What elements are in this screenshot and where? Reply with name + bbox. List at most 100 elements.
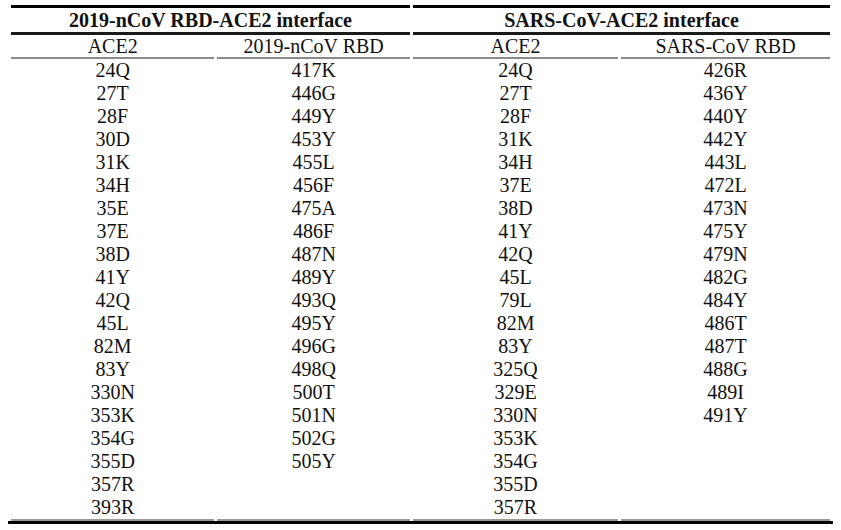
- residue-cell: 37E: [11, 220, 214, 243]
- residue-cell: 42Q: [413, 243, 618, 266]
- residue-cell: 325Q: [413, 358, 618, 381]
- table-row: 30D453Y31K442Y: [11, 128, 830, 151]
- residue-cell: 354G: [11, 427, 214, 450]
- interface-residues-table: 2019-nCoV RBD-ACE2 interface SARS-CoV-AC…: [8, 5, 833, 524]
- residue-cell: 426R: [621, 59, 830, 82]
- residue-cell: 491Y: [621, 404, 830, 427]
- residue-cell: 329E: [413, 381, 618, 404]
- table-row: 355D505Y354G: [11, 450, 830, 473]
- residue-cell: 449Y: [217, 105, 410, 128]
- residue-cell: 500T: [217, 381, 410, 404]
- table-row: 24Q417K24Q426R: [11, 59, 830, 82]
- residue-cell: 493Q: [217, 289, 410, 312]
- residue-cell: 456F: [217, 174, 410, 197]
- table-row: 357R 355D: [11, 473, 830, 496]
- table-row: 354G502G353K: [11, 427, 830, 450]
- residue-cell: 505Y: [217, 450, 410, 473]
- column-header-row: ACE2 2019-nCoV RBD ACE2 SARS-CoV RBD: [11, 35, 830, 59]
- residue-cell: 353K: [413, 427, 618, 450]
- group-header-ncov-interface: 2019-nCoV RBD-ACE2 interface: [11, 5, 410, 35]
- residue-cell: 353K: [11, 404, 214, 427]
- residue-cell: 475Y: [621, 220, 830, 243]
- residue-cell: 37E: [413, 174, 618, 197]
- table-header: 2019-nCoV RBD-ACE2 interface SARS-CoV-AC…: [11, 5, 830, 59]
- residue-cell: 473N: [621, 197, 830, 220]
- residue-cell: 31K: [11, 151, 214, 174]
- residue-cell: 45L: [413, 266, 618, 289]
- residue-cell: 355D: [413, 473, 618, 496]
- residue-cell: 488G: [621, 358, 830, 381]
- residue-cell: 455L: [217, 151, 410, 174]
- page: 2019-nCoV RBD-ACE2 interface SARS-CoV-AC…: [0, 0, 841, 530]
- residue-cell: 27T: [413, 82, 618, 105]
- residue-cell: 30D: [11, 128, 214, 151]
- residue-cell: [621, 427, 830, 450]
- residue-cell: 489Y: [217, 266, 410, 289]
- residue-cell: 24Q: [413, 59, 618, 82]
- residue-cell: 79L: [413, 289, 618, 312]
- residue-cell: 440Y: [621, 105, 830, 128]
- table-row: 83Y498Q325Q488G: [11, 358, 830, 381]
- table-row: 34H456F37E472L: [11, 174, 830, 197]
- residue-cell: 355D: [11, 450, 214, 473]
- residue-cell: 489I: [621, 381, 830, 404]
- table-row: 35E475A38D473N: [11, 197, 830, 220]
- residue-cell: 357R: [11, 473, 214, 496]
- residue-cell: 28F: [11, 105, 214, 128]
- residue-cell: 453Y: [217, 128, 410, 151]
- residue-cell: 502G: [217, 427, 410, 450]
- table-row: 37E486F41Y475Y: [11, 220, 830, 243]
- residue-cell: 24Q: [11, 59, 214, 82]
- table-row: 393R 357R: [11, 496, 830, 521]
- residue-cell: 34H: [413, 151, 618, 174]
- residue-cell: 330N: [11, 381, 214, 404]
- table-row: 27T446G27T436Y: [11, 82, 830, 105]
- residue-cell: 34H: [11, 174, 214, 197]
- residue-cell: 487N: [217, 243, 410, 266]
- residue-cell: 501N: [217, 404, 410, 427]
- residue-cell: 436Y: [621, 82, 830, 105]
- table-row: 45L495Y82M486T: [11, 312, 830, 335]
- residue-cell: 38D: [11, 243, 214, 266]
- column-header-sars-rbd: SARS-CoV RBD: [621, 35, 830, 59]
- residue-cell: 38D: [413, 197, 618, 220]
- residue-cell: 28F: [413, 105, 618, 128]
- residue-cell: 27T: [11, 82, 214, 105]
- table-body: 24Q417K24Q426R27T446G27T436Y28F449Y28F44…: [11, 59, 830, 521]
- residue-cell: 42Q: [11, 289, 214, 312]
- residue-cell: 472L: [621, 174, 830, 197]
- residue-cell: 479N: [621, 243, 830, 266]
- column-header-sars-ace2: ACE2: [413, 35, 618, 59]
- group-header-row: 2019-nCoV RBD-ACE2 interface SARS-CoV-AC…: [11, 5, 830, 35]
- residue-cell: 443L: [621, 151, 830, 174]
- residue-cell: [217, 473, 410, 496]
- residue-cell: 41Y: [413, 220, 618, 243]
- group-header-sars-interface: SARS-CoV-ACE2 interface: [413, 5, 830, 35]
- residue-cell: 496G: [217, 335, 410, 358]
- residue-cell: 82M: [11, 335, 214, 358]
- table-row: 41Y489Y45L482G: [11, 266, 830, 289]
- residue-cell: 442Y: [621, 128, 830, 151]
- residue-cell: 330N: [413, 404, 618, 427]
- residue-cell: 83Y: [413, 335, 618, 358]
- column-header-ncov-ace2: ACE2: [11, 35, 214, 59]
- table-row: 330N500T329E489I: [11, 381, 830, 404]
- residue-cell: 498Q: [217, 358, 410, 381]
- residue-cell: [621, 496, 830, 521]
- residue-cell: 357R: [413, 496, 618, 521]
- table-row: 28F449Y28F440Y: [11, 105, 830, 128]
- residue-cell: 45L: [11, 312, 214, 335]
- residue-cell: 486T: [621, 312, 830, 335]
- residue-cell: 446G: [217, 82, 410, 105]
- residue-cell: 393R: [11, 496, 214, 521]
- residue-cell: 475A: [217, 197, 410, 220]
- residue-cell: 482G: [621, 266, 830, 289]
- residue-cell: [217, 496, 410, 521]
- residue-cell: [621, 450, 830, 473]
- table-row: 42Q493Q79L484Y: [11, 289, 830, 312]
- residue-cell: 31K: [413, 128, 618, 151]
- residue-cell: 417K: [217, 59, 410, 82]
- residue-cell: 35E: [11, 197, 214, 220]
- residue-cell: 83Y: [11, 358, 214, 381]
- residue-cell: 354G: [413, 450, 618, 473]
